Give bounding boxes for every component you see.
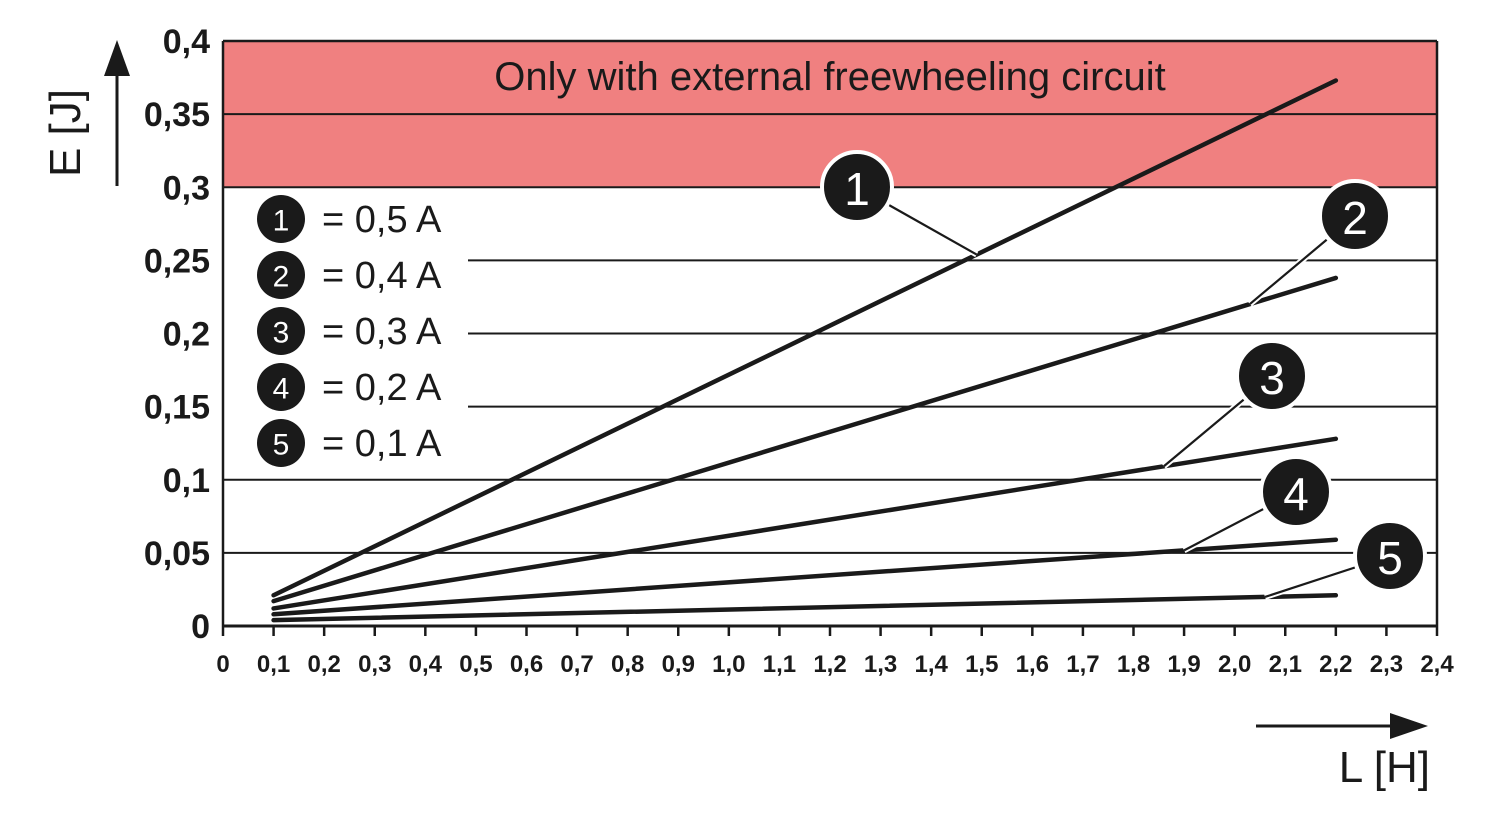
x-tick-label: 1,9 <box>1167 651 1200 678</box>
callout-marker-2 <box>1318 179 1392 253</box>
x-tick-label: 0,3 <box>358 651 391 678</box>
series-line-1 <box>271 78 1339 598</box>
x-tick-label: 2,3 <box>1370 651 1403 678</box>
y-axis-label: E [J] <box>41 89 90 177</box>
x-tick-label: 2,2 <box>1319 651 1352 678</box>
legend-marker-2 <box>257 251 305 299</box>
legend-current-label: = 0,4 A <box>322 255 442 297</box>
x-tick-label: 1,2 <box>813 651 846 678</box>
series-line-3 <box>271 436 1339 611</box>
y-tick-label: 0,05 <box>144 535 210 573</box>
x-tick-label: 0,6 <box>510 651 543 678</box>
legend-marker-label: 2 <box>273 261 290 294</box>
y-tick-label: 0,35 <box>144 96 210 134</box>
y-tick-label: 0,3 <box>163 169 210 207</box>
callout-marker-3 <box>1235 339 1309 413</box>
x-tick-label: 2,4 <box>1420 651 1454 678</box>
callout-marker-label: 2 <box>1342 192 1368 244</box>
callout-marker-label: 4 <box>1283 468 1309 520</box>
region-label: Only with external freewheeling circuit <box>494 55 1165 99</box>
callout-marker-4 <box>1259 455 1333 529</box>
callout-marker-label: 1 <box>844 163 870 215</box>
legend-marker-3 <box>257 307 305 355</box>
x-tick-label: 0,4 <box>409 651 443 678</box>
x-tick-label: 1,8 <box>1117 651 1150 678</box>
callout-marker-label: 5 <box>1377 532 1403 584</box>
x-tick-label: 0 <box>216 651 229 678</box>
y-tick-label: 0,15 <box>144 389 210 427</box>
series-line-5 <box>271 593 1339 623</box>
x-tick-label: 0,7 <box>560 651 593 678</box>
y-tick-label: 0,2 <box>163 316 210 354</box>
legend-current-label: = 0,1 A <box>322 423 442 465</box>
x-tick-label: 1,1 <box>763 651 796 678</box>
y-tick-label: 0 <box>191 608 210 646</box>
y-tick-label: 0,4 <box>163 23 210 61</box>
x-tick-label: 0,2 <box>307 651 340 678</box>
y-tick-label: 0,25 <box>144 242 210 280</box>
series-line-2 <box>271 275 1339 604</box>
legend-marker-label: 4 <box>273 373 290 406</box>
callout-marker-5 <box>1353 519 1427 593</box>
callout-marker-label: 3 <box>1259 352 1285 404</box>
legend-marker-5 <box>257 419 305 467</box>
callout-marker-1 <box>820 150 894 224</box>
legend-marker-4 <box>257 363 305 411</box>
y-tick-label: 0,1 <box>163 462 210 500</box>
x-tick-label: 0,1 <box>257 651 290 678</box>
legend-current-label: = 0,3 A <box>322 311 442 353</box>
legend-current-label: = 0,5 A <box>322 199 442 241</box>
x-tick-label: 1,0 <box>712 651 745 678</box>
y-axis-arrow-head <box>104 40 130 76</box>
legend-marker-1 <box>257 195 305 243</box>
x-axis-label: L [H] <box>1339 743 1430 792</box>
x-tick-label: 1,3 <box>864 651 897 678</box>
x-tick-label: 1,7 <box>1066 651 1099 678</box>
x-tick-label: 0,5 <box>459 651 492 678</box>
x-tick-label: 2,1 <box>1269 651 1302 678</box>
x-tick-label: 1,6 <box>1016 651 1049 678</box>
series-line-4 <box>271 537 1339 617</box>
x-tick-label: 1,4 <box>914 651 948 678</box>
x-tick-label: 0,9 <box>662 651 695 678</box>
x-axis-arrow-head <box>1390 713 1428 739</box>
x-tick-label: 0,8 <box>611 651 644 678</box>
legend-marker-label: 1 <box>273 205 290 238</box>
legend-current-label: = 0,2 A <box>322 367 442 409</box>
x-tick-label: 1,5 <box>965 651 998 678</box>
legend-marker-label: 5 <box>273 429 290 462</box>
x-tick-label: 2,0 <box>1218 651 1251 678</box>
legend-marker-label: 3 <box>273 317 290 350</box>
